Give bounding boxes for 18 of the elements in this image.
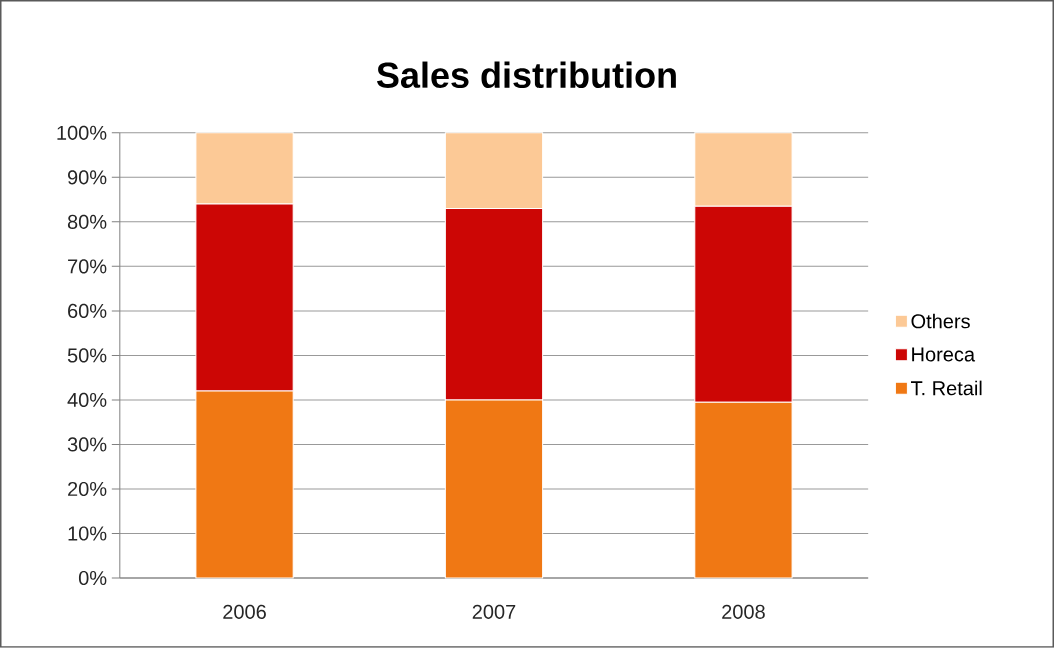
x-tick-label: 2007 bbox=[472, 604, 516, 619]
y-tick-label: 30% bbox=[67, 437, 107, 452]
y-tick-label: 60% bbox=[68, 303, 107, 319]
x-tick-label: 2008 bbox=[722, 604, 765, 619]
y-tick-label: 80% bbox=[67, 214, 107, 230]
legend-label: Others bbox=[911, 313, 970, 329]
y-tick-label: 100% bbox=[57, 125, 107, 140]
legend-label: T. Retail bbox=[911, 380, 982, 396]
y-tick-label: 40% bbox=[67, 392, 107, 408]
legend-label: Horeca bbox=[912, 347, 976, 362]
y-tick-label: 20% bbox=[68, 481, 107, 497]
y-tick-label: 70% bbox=[68, 259, 107, 274]
y-tick-label: 50% bbox=[67, 348, 107, 363]
x-tick-label: 2006 bbox=[223, 604, 266, 619]
y-tick-label: 90% bbox=[67, 170, 107, 185]
y-tick-label: 10% bbox=[68, 526, 107, 541]
chart-title: Sales distribution bbox=[376, 61, 676, 89]
y-tick-label: 0% bbox=[78, 571, 107, 586]
